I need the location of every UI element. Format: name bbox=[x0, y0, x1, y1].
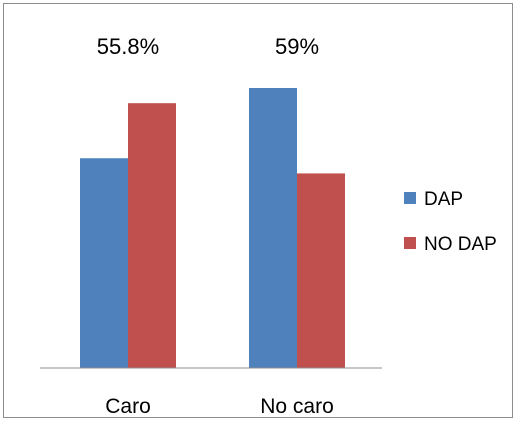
bar-no-dap-no-caro bbox=[297, 173, 345, 368]
bar-no-dap-caro bbox=[128, 103, 176, 369]
legend-swatch-no-dap bbox=[404, 237, 416, 249]
legend-label-no-dap: NO DAP bbox=[424, 234, 497, 255]
data-labels: 55.8% 59% bbox=[97, 34, 319, 59]
legend-label-dap: DAP bbox=[424, 189, 463, 210]
legend: DAP NO DAP bbox=[404, 189, 497, 255]
data-label: 55.8% bbox=[97, 34, 159, 59]
data-label: 59% bbox=[275, 34, 319, 59]
bar-dap-caro bbox=[80, 158, 128, 368]
bar-dap-no-caro bbox=[249, 88, 297, 368]
x-tick-label: Caro bbox=[105, 395, 151, 418]
legend-swatch-dap bbox=[404, 192, 416, 204]
x-tick-label: No caro bbox=[260, 395, 334, 418]
x-tick-labels: Caro No caro bbox=[105, 395, 334, 418]
bars-group bbox=[80, 88, 345, 369]
